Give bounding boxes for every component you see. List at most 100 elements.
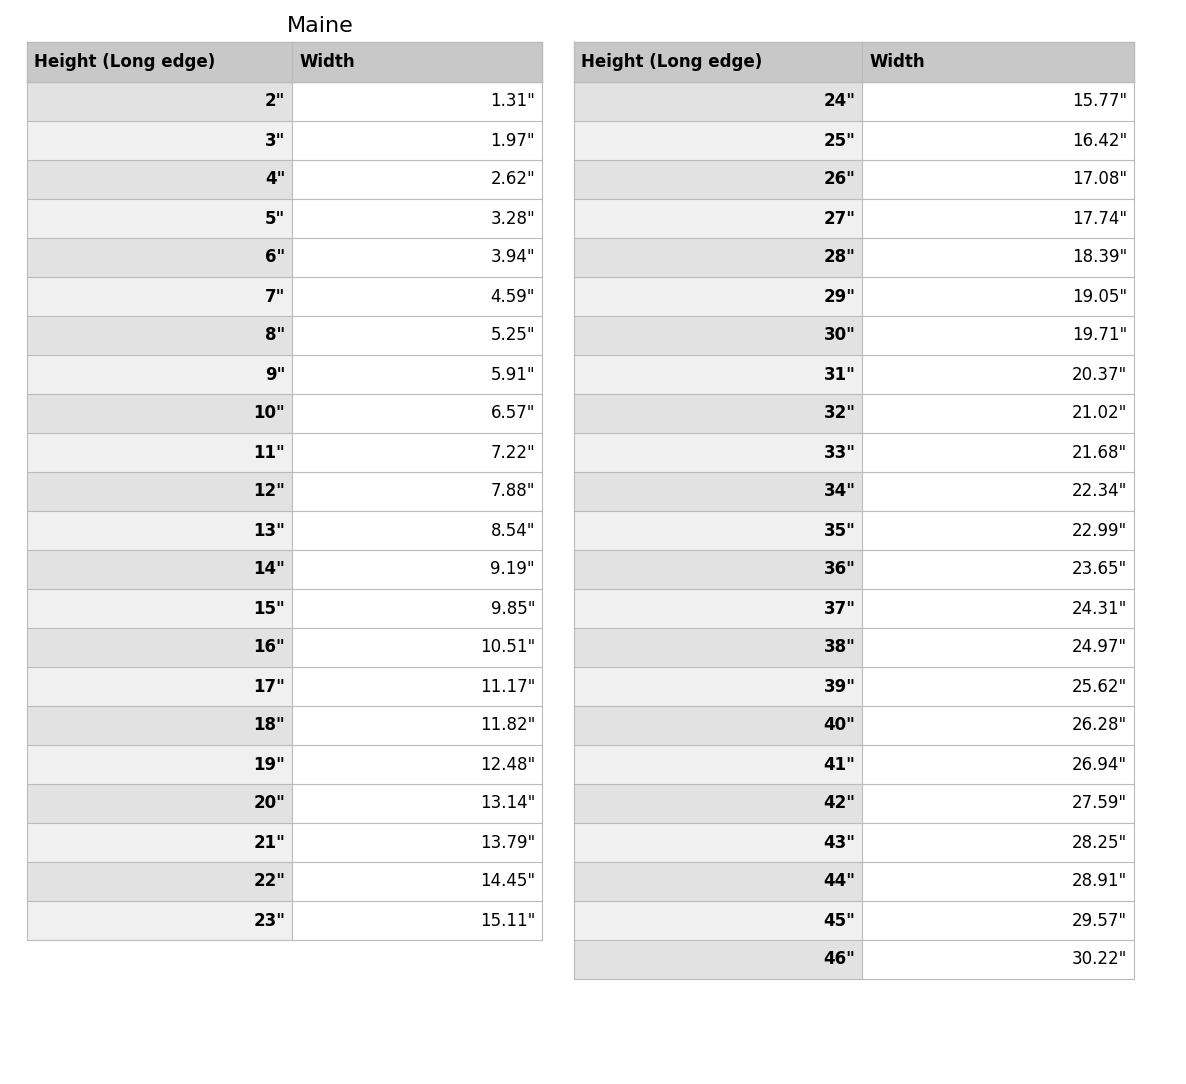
Bar bbox=[862, 121, 1134, 160]
Bar bbox=[27, 433, 292, 472]
Text: 11.17": 11.17" bbox=[479, 678, 535, 696]
Bar bbox=[574, 745, 862, 784]
Text: 35": 35" bbox=[823, 521, 855, 540]
Bar bbox=[862, 862, 1134, 901]
Text: 4": 4" bbox=[264, 170, 285, 189]
Bar bbox=[862, 160, 1134, 199]
Bar bbox=[574, 354, 862, 393]
Bar bbox=[292, 511, 542, 550]
Text: 26": 26" bbox=[823, 170, 855, 189]
Text: 46": 46" bbox=[823, 951, 855, 968]
Text: 40": 40" bbox=[823, 717, 855, 735]
Text: 19.05": 19.05" bbox=[1072, 287, 1127, 306]
Bar bbox=[574, 628, 862, 667]
Bar bbox=[292, 199, 542, 238]
Text: 22.99": 22.99" bbox=[1072, 521, 1127, 540]
Bar bbox=[27, 317, 292, 354]
Bar bbox=[292, 433, 542, 472]
Text: 4.59": 4.59" bbox=[491, 287, 535, 306]
Text: Maine: Maine bbox=[287, 16, 353, 36]
Text: 5.91": 5.91" bbox=[490, 365, 535, 384]
Text: 33": 33" bbox=[823, 443, 855, 462]
Text: 12": 12" bbox=[254, 482, 285, 501]
Bar bbox=[27, 472, 292, 511]
Bar bbox=[292, 901, 542, 940]
Text: 7": 7" bbox=[264, 287, 285, 306]
Bar bbox=[862, 784, 1134, 823]
Text: 21.02": 21.02" bbox=[1072, 404, 1127, 423]
Bar bbox=[574, 550, 862, 589]
Text: 17.08": 17.08" bbox=[1072, 170, 1127, 189]
Bar bbox=[574, 121, 862, 160]
Text: 19.71": 19.71" bbox=[1072, 326, 1127, 345]
Text: 8.54": 8.54" bbox=[491, 521, 535, 540]
Text: 29.57": 29.57" bbox=[1072, 912, 1127, 929]
Bar bbox=[574, 82, 862, 121]
Text: 38": 38" bbox=[823, 638, 855, 657]
Text: 3": 3" bbox=[264, 131, 285, 150]
Text: 2": 2" bbox=[264, 92, 285, 111]
Text: 1.31": 1.31" bbox=[490, 92, 535, 111]
Text: 8": 8" bbox=[264, 326, 285, 345]
Bar bbox=[27, 784, 292, 823]
Bar bbox=[862, 278, 1134, 317]
Bar bbox=[862, 511, 1134, 550]
Bar bbox=[574, 511, 862, 550]
Bar bbox=[862, 706, 1134, 745]
Bar bbox=[292, 82, 542, 121]
Bar bbox=[574, 784, 862, 823]
Bar bbox=[27, 354, 292, 393]
Text: Height (Long edge): Height (Long edge) bbox=[34, 53, 215, 70]
Text: 13.79": 13.79" bbox=[480, 834, 535, 852]
Bar bbox=[27, 199, 292, 238]
Bar bbox=[292, 278, 542, 317]
Text: 31": 31" bbox=[823, 365, 855, 384]
Text: 7.88": 7.88" bbox=[491, 482, 535, 501]
Bar bbox=[27, 862, 292, 901]
Text: 14.45": 14.45" bbox=[480, 873, 535, 890]
Bar bbox=[574, 667, 862, 706]
Text: 15": 15" bbox=[254, 599, 285, 618]
Bar bbox=[27, 706, 292, 745]
Text: 36": 36" bbox=[823, 560, 855, 579]
Bar bbox=[574, 199, 862, 238]
Bar bbox=[862, 628, 1134, 667]
Bar bbox=[292, 121, 542, 160]
Bar bbox=[27, 628, 292, 667]
Text: 26.28": 26.28" bbox=[1072, 717, 1127, 735]
Bar bbox=[574, 238, 862, 278]
Bar bbox=[292, 238, 542, 278]
Bar bbox=[862, 82, 1134, 121]
Bar bbox=[574, 42, 1134, 82]
Bar bbox=[574, 393, 862, 433]
Text: 13": 13" bbox=[254, 521, 285, 540]
Bar bbox=[27, 511, 292, 550]
Text: 2.62": 2.62" bbox=[490, 170, 535, 189]
Text: 24.97": 24.97" bbox=[1072, 638, 1127, 657]
Bar bbox=[292, 550, 542, 589]
Text: 30": 30" bbox=[823, 326, 855, 345]
Text: 11": 11" bbox=[254, 443, 285, 462]
Text: Height (Long edge): Height (Long edge) bbox=[581, 53, 763, 70]
Bar bbox=[27, 667, 292, 706]
Bar bbox=[574, 706, 862, 745]
Text: 20.37": 20.37" bbox=[1072, 365, 1127, 384]
Text: 9.85": 9.85" bbox=[491, 599, 535, 618]
Text: 5.25": 5.25" bbox=[490, 326, 535, 345]
Bar bbox=[292, 354, 542, 393]
Text: 27": 27" bbox=[823, 209, 855, 228]
Text: 11.82": 11.82" bbox=[479, 717, 535, 735]
Bar bbox=[862, 472, 1134, 511]
Text: 15.11": 15.11" bbox=[479, 912, 535, 929]
Text: 24.31": 24.31" bbox=[1072, 599, 1127, 618]
Text: 21.68": 21.68" bbox=[1072, 443, 1127, 462]
Bar bbox=[27, 42, 542, 82]
Text: 19": 19" bbox=[254, 756, 285, 774]
Bar bbox=[292, 160, 542, 199]
Text: 30.22": 30.22" bbox=[1072, 951, 1127, 968]
Bar bbox=[292, 706, 542, 745]
Bar bbox=[292, 784, 542, 823]
Bar bbox=[574, 589, 862, 628]
Bar bbox=[862, 667, 1134, 706]
Bar bbox=[27, 823, 292, 862]
